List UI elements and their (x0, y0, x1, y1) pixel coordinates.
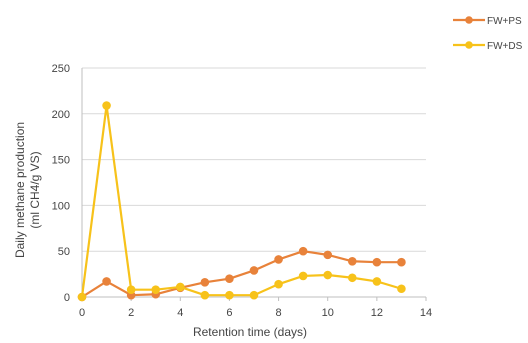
data-point-fw-ps-7 (249, 266, 259, 275)
data-point-fw-ps-10 (323, 250, 333, 260)
legend-marker-fw-ds (465, 41, 473, 49)
data-point-fw-ps-8 (274, 255, 283, 264)
series-line-fw-ds (80, 104, 402, 298)
data-point-fw-ps-13 (397, 257, 406, 267)
x-tick-label-4: 4 (177, 307, 183, 319)
y-tick-label-0: 0 (64, 292, 70, 304)
data-point-fw-ds-2 (126, 285, 136, 294)
data-point-fw-ds-9 (298, 271, 308, 281)
x-tick-labels: 0 2 4 6 8 10 12 14 (79, 307, 432, 319)
data-point-fw-ds-6 (225, 290, 234, 300)
x-tick-label-8: 8 (276, 307, 282, 319)
y-axis-title-line1: Daily methane production (13, 122, 27, 258)
data-point-fw-ds-5 (200, 290, 210, 300)
data-point-fw-ps-6 (225, 274, 234, 283)
x-tick-label-6: 6 (226, 307, 232, 319)
axes (81, 68, 427, 301)
data-point-fw-ps-9 (298, 246, 308, 256)
data-point-fw-ps-11 (347, 256, 357, 266)
data-point-fw-ds-12 (372, 277, 382, 286)
y-tick-label-150: 150 (52, 155, 70, 167)
legend-marker-fw-ps (465, 16, 473, 24)
y-tick-label-200: 200 (52, 109, 70, 121)
y-tick-label-100: 100 (52, 200, 70, 212)
data-point-fw-ds-1 (102, 101, 111, 110)
data-point-fw-ds-0 (77, 292, 87, 302)
data-point-fw-ps-12 (372, 257, 382, 267)
data-point-fw-ps-1 (102, 277, 111, 286)
x-tick-label-12: 12 (371, 307, 383, 319)
data-point-fw-ds-11 (347, 273, 357, 283)
y-axis-title: Daily methane production (ml CH4/g VS) (13, 122, 42, 258)
data-point-fw-ds-3 (151, 285, 161, 294)
data-point-fw-ds-8 (274, 279, 283, 289)
legend-label-fw-ds: FW+DS (487, 41, 523, 52)
y-tick-labels: 0 50 100 150 200 250 (52, 63, 70, 304)
grid-lines (82, 67, 426, 252)
x-axis-title: Retention time (days) (193, 325, 307, 339)
x-tick-label-14: 14 (420, 307, 432, 319)
x-tick-label-0: 0 (79, 307, 85, 319)
data-point-fw-ps-5 (200, 278, 210, 287)
y-axis-title-line2: (ml CH4/g VS) (28, 151, 42, 228)
x-tick-label-10: 10 (322, 307, 334, 319)
data-point-fw-ds-7 (249, 290, 259, 300)
data-point-fw-ds-13 (397, 284, 406, 294)
legend-label-fw-ps: FW+PS (487, 16, 522, 27)
y-tick-label-250: 250 (52, 63, 70, 75)
data-point-fw-ds-10 (323, 270, 333, 280)
data-point-fw-ds-4 (175, 282, 185, 292)
legend: FW+PS FW+DS (453, 16, 523, 52)
series-group (77, 101, 406, 302)
y-tick-label-50: 50 (58, 246, 70, 258)
x-tick-label-2: 2 (128, 307, 134, 319)
